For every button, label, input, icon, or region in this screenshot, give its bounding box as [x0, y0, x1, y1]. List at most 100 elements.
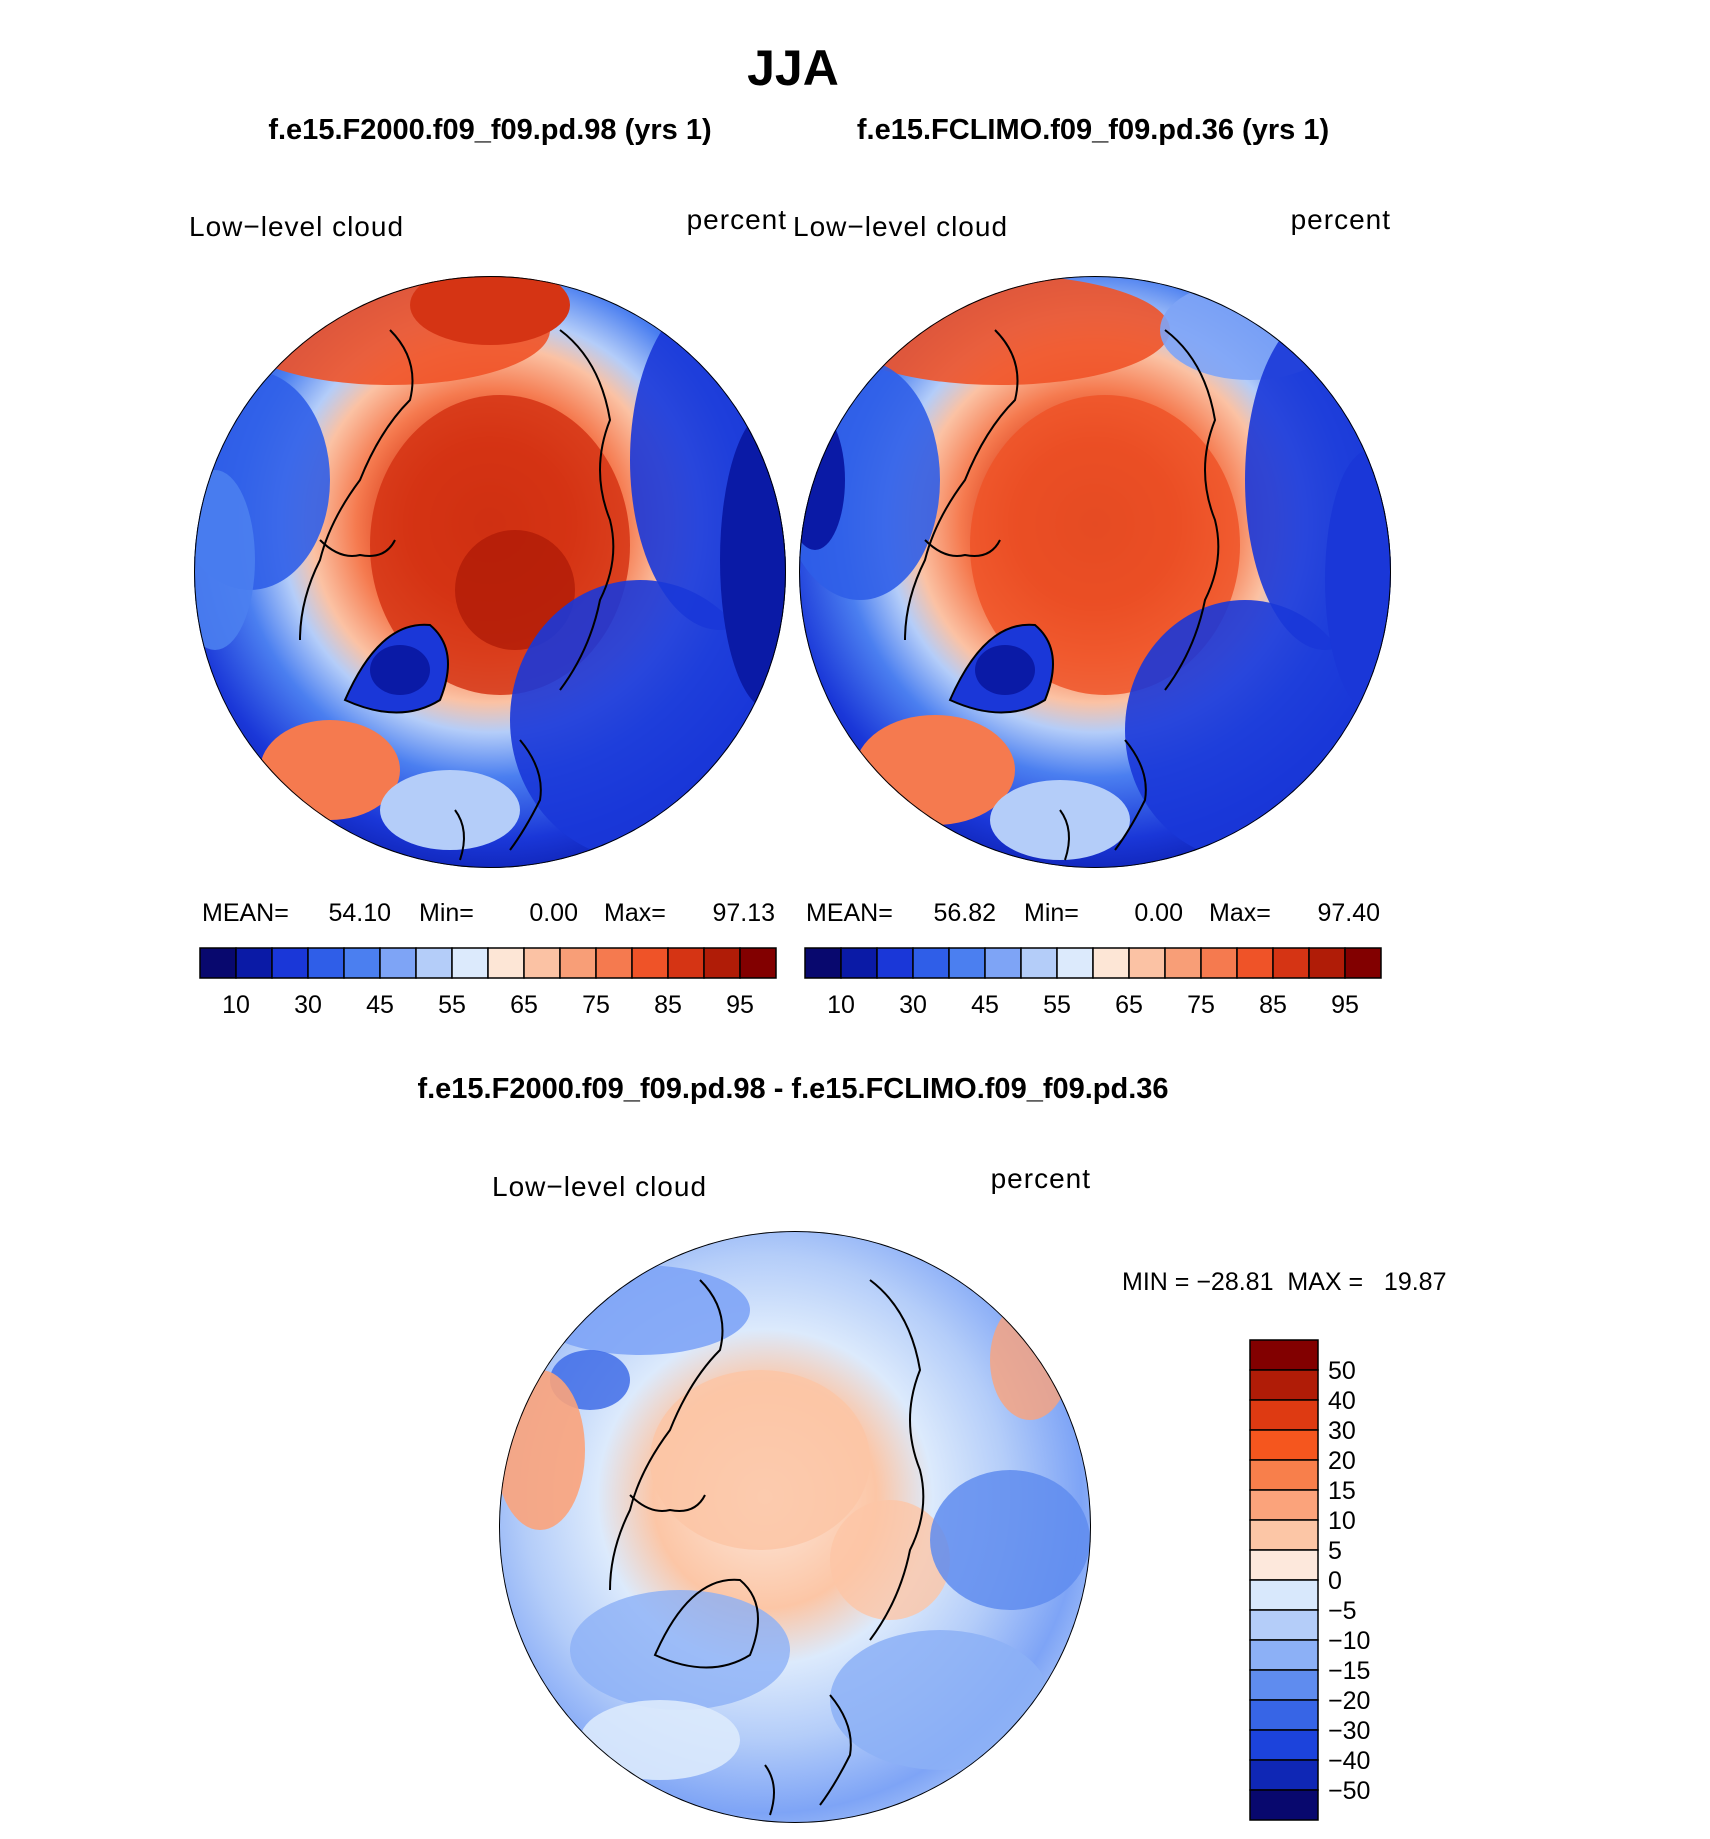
diff-colorbar-tick-label: 15: [1328, 1477, 1356, 1505]
panel2-colorbar-swatch: [912, 947, 950, 979]
panel1-colorbar-tick-label: 75: [582, 991, 610, 1019]
panel2-min-label: Min=: [1024, 899, 1079, 927]
panel-difference: f.e15.F2000.f09_f09.pd.98 - f.e15.FCLIMO…: [417, 1073, 1447, 1823]
diff-case-title: f.e15.F2000.f09_f09.pd.98 - f.e15.FCLIMO…: [417, 1073, 1168, 1105]
panel1-units: percent: [687, 204, 787, 235]
diff-colorbar-swatch: [1249, 1489, 1319, 1521]
panel2-colorbar-tick-label: 30: [899, 991, 927, 1019]
diff-colorbar-tick-label: 30: [1328, 1417, 1356, 1445]
diff-colorbar-swatch: [1249, 1729, 1319, 1761]
panel2-colorbar-swatch: [1020, 947, 1058, 979]
panel1-variable: Low−level cloud: [189, 211, 404, 242]
diff-colorbar-swatch: [1249, 1399, 1319, 1431]
panel1-colorbar-swatch: [379, 947, 417, 979]
panel2-colorbar-tick-label: 85: [1259, 991, 1287, 1019]
diff-colorbar-swatch: [1249, 1429, 1319, 1461]
panel1-colorbar: 10 30 45 55 65 75 85 95: [199, 947, 777, 1019]
panel1-colorbar-swatch: [307, 947, 345, 979]
panel2-colorbar-swatch: [1164, 947, 1202, 979]
diff-colorbar-tick-label: 10: [1328, 1507, 1356, 1535]
panel1-colorbar-swatch: [667, 947, 705, 979]
panel2-max-label: Max=: [1209, 899, 1271, 927]
panel2-min: 0.00: [1134, 899, 1183, 927]
panel2-colorbar-tick-label: 75: [1187, 991, 1215, 1019]
panel2-colorbar-swatch: [876, 947, 914, 979]
diff-colorbar-swatch: [1249, 1459, 1319, 1491]
panel2-colorbar-swatch: [948, 947, 986, 979]
panel2-variable: Low−level cloud: [793, 211, 1008, 242]
panel2-colorbar-tick-label: 55: [1043, 991, 1071, 1019]
panel2-case-title: f.e15.FCLIMO.f09_f09.pd.36 (yrs 1): [857, 114, 1329, 146]
main-title: JJA: [747, 40, 839, 96]
panel1-max: 97.13: [712, 899, 775, 927]
diff-colorbar-tick-label: 50: [1328, 1357, 1356, 1385]
panel1-mean: 54.10: [328, 899, 391, 927]
diff-colorbar-tick-label: −10: [1328, 1627, 1370, 1655]
panel2-units: percent: [1291, 204, 1391, 235]
panel2-colorbar-tick-label: 10: [827, 991, 855, 1019]
diff-colorbar-tick-label: −30: [1328, 1717, 1370, 1745]
diff-colorbar-tick-label: −50: [1328, 1777, 1370, 1805]
diff-map: [499, 1231, 1091, 1823]
panel-control: f.e15.F2000.f09_f09.pd.98 (yrs 1) Low−le…: [189, 114, 787, 1019]
diff-colorbar-swatch: [1249, 1579, 1319, 1611]
diff-colorbar-swatch: [1249, 1759, 1319, 1791]
diff-colorbar-tick-label: −5: [1328, 1597, 1357, 1625]
diff-colorbar-tick-label: −20: [1328, 1687, 1370, 1715]
panel2-colorbar-swatch: [1056, 947, 1094, 979]
panel2-mean: 56.82: [933, 899, 996, 927]
diff-colorbar-tick-label: 5: [1328, 1537, 1342, 1565]
diff-colorbar-tick-label: 0: [1328, 1567, 1342, 1595]
panel2-map: [799, 276, 1391, 868]
diff-colorbar-swatch: [1249, 1789, 1319, 1821]
panel1-colorbar-tick-label: 85: [654, 991, 682, 1019]
diff-colorbar-tick-label: 20: [1328, 1447, 1356, 1475]
panel2-colorbar-swatch: [1344, 947, 1382, 979]
panel2-colorbar-tick-label: 45: [971, 991, 999, 1019]
panel1-colorbar-swatch: [559, 947, 597, 979]
diff-colorbar-tick-label: −40: [1328, 1747, 1370, 1775]
diff-colorbar-swatch: [1249, 1699, 1319, 1731]
panel1-colorbar-swatch: [199, 947, 237, 979]
diff-colorbar-swatch: [1249, 1639, 1319, 1671]
panel1-colorbar-tick-label: 30: [294, 991, 322, 1019]
diff-colorbar-swatch: [1249, 1369, 1319, 1401]
diff-units: percent: [991, 1163, 1091, 1194]
panel1-colorbar-swatch: [631, 947, 669, 979]
panel2-colorbar-swatch: [1128, 947, 1166, 979]
panel1-min-label: Min=: [419, 899, 474, 927]
panel1-colorbar-swatch: [343, 947, 381, 979]
panel1-colorbar-swatch: [703, 947, 741, 979]
panel2-colorbar-swatch: [840, 947, 878, 979]
panel1-colorbar-tick-label: 65: [510, 991, 538, 1019]
diff-colorbar-swatch: [1249, 1549, 1319, 1581]
panel2-colorbar-tick-label: 65: [1115, 991, 1143, 1019]
diff-stats: MIN = −28.81 MAX = 19.87: [1122, 1268, 1447, 1296]
panel2-colorbar-swatch: [984, 947, 1022, 979]
panel1-max-label: Max=: [604, 899, 666, 927]
diff-colorbar-tick-label: 40: [1328, 1387, 1356, 1415]
panel2-colorbar-swatch: [1200, 947, 1238, 979]
panel1-min: 0.00: [529, 899, 578, 927]
panel1-colorbar-tick-label: 95: [726, 991, 754, 1019]
panel1-colorbar-swatch: [523, 947, 561, 979]
diff-colorbar-swatch: [1249, 1519, 1319, 1551]
panel1-colorbar-swatch: [271, 947, 309, 979]
panel1-colorbar-swatch: [235, 947, 273, 979]
panel1-map: [194, 276, 786, 868]
diff-colorbar-tick-label: −15: [1328, 1657, 1370, 1685]
panel-test: f.e15.FCLIMO.f09_f09.pd.36 (yrs 1) Low−l…: [793, 114, 1391, 1019]
panel1-colorbar-swatch: [415, 947, 453, 979]
diff-variable: Low−level cloud: [492, 1171, 707, 1202]
panel2-colorbar-tick-label: 95: [1331, 991, 1359, 1019]
panel1-colorbar-swatch: [595, 947, 633, 979]
panel1-colorbar-swatch: [739, 947, 777, 979]
panel2-max: 97.40: [1317, 899, 1380, 927]
panel1-colorbar-tick-label: 55: [438, 991, 466, 1019]
diff-colorbar-swatch: [1249, 1609, 1319, 1641]
panel2-mean-label: MEAN=: [806, 899, 893, 927]
panel2-colorbar-swatch: [1236, 947, 1274, 979]
diff-colorbar-swatch: [1249, 1669, 1319, 1701]
